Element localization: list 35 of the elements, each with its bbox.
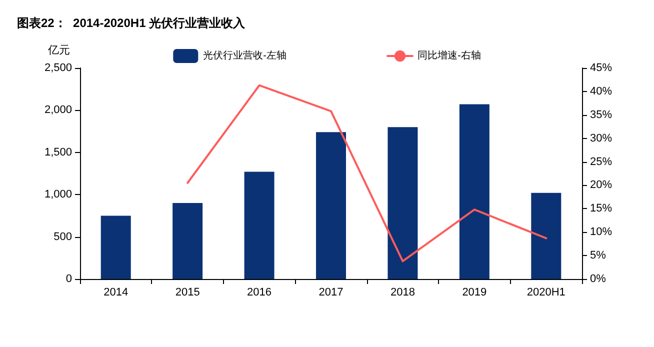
y2-tick-label: 40% <box>590 85 612 98</box>
y2-tick-label: 20% <box>590 179 612 192</box>
y-axis-title: 亿元 <box>47 44 70 56</box>
bar <box>388 127 418 279</box>
y2-tick-label: 45% <box>590 62 612 74</box>
x-tick-label: 2015 <box>175 286 200 298</box>
y-tick-label: 1,500 <box>44 146 72 158</box>
y2-tick-label: 30% <box>590 132 612 144</box>
x-tick-label: 2017 <box>318 286 344 298</box>
y2-tick-label: 5% <box>590 250 606 262</box>
y-tick-label: 2,000 <box>44 104 72 116</box>
bar <box>244 172 274 279</box>
y2-tick-label: 15% <box>590 202 612 215</box>
x-tick-label: 2016 <box>247 286 272 298</box>
bar <box>100 216 131 279</box>
legend-label: 同比增速-右轴 <box>418 50 481 62</box>
y2-tick-label: 35% <box>590 108 612 121</box>
y2-tick-label: 25% <box>590 156 612 168</box>
x-tick-label: 2020H1 <box>526 286 566 298</box>
y2-tick-label: 10% <box>590 226 612 238</box>
x-tick-label: 2019 <box>462 286 487 298</box>
bar <box>531 192 562 279</box>
y-tick-label: 1,000 <box>44 188 72 201</box>
bar <box>459 104 490 279</box>
y-tick-label: 500 <box>54 230 72 243</box>
legend-label: 光伏行业营收-左轴 <box>203 50 287 62</box>
y-tick-label: 0 <box>66 273 72 285</box>
y-tick-label: 2,500 <box>44 62 72 74</box>
bar <box>316 132 346 279</box>
x-tick-label: 2018 <box>390 286 415 298</box>
line-series <box>186 84 548 262</box>
x-tick-label: 2014 <box>104 286 128 298</box>
y2-tick-label: 0% <box>590 273 606 285</box>
bar <box>172 203 203 279</box>
chart-title: 图表22： 2014-2020H1 光伏行业营业收入 <box>17 16 246 30</box>
